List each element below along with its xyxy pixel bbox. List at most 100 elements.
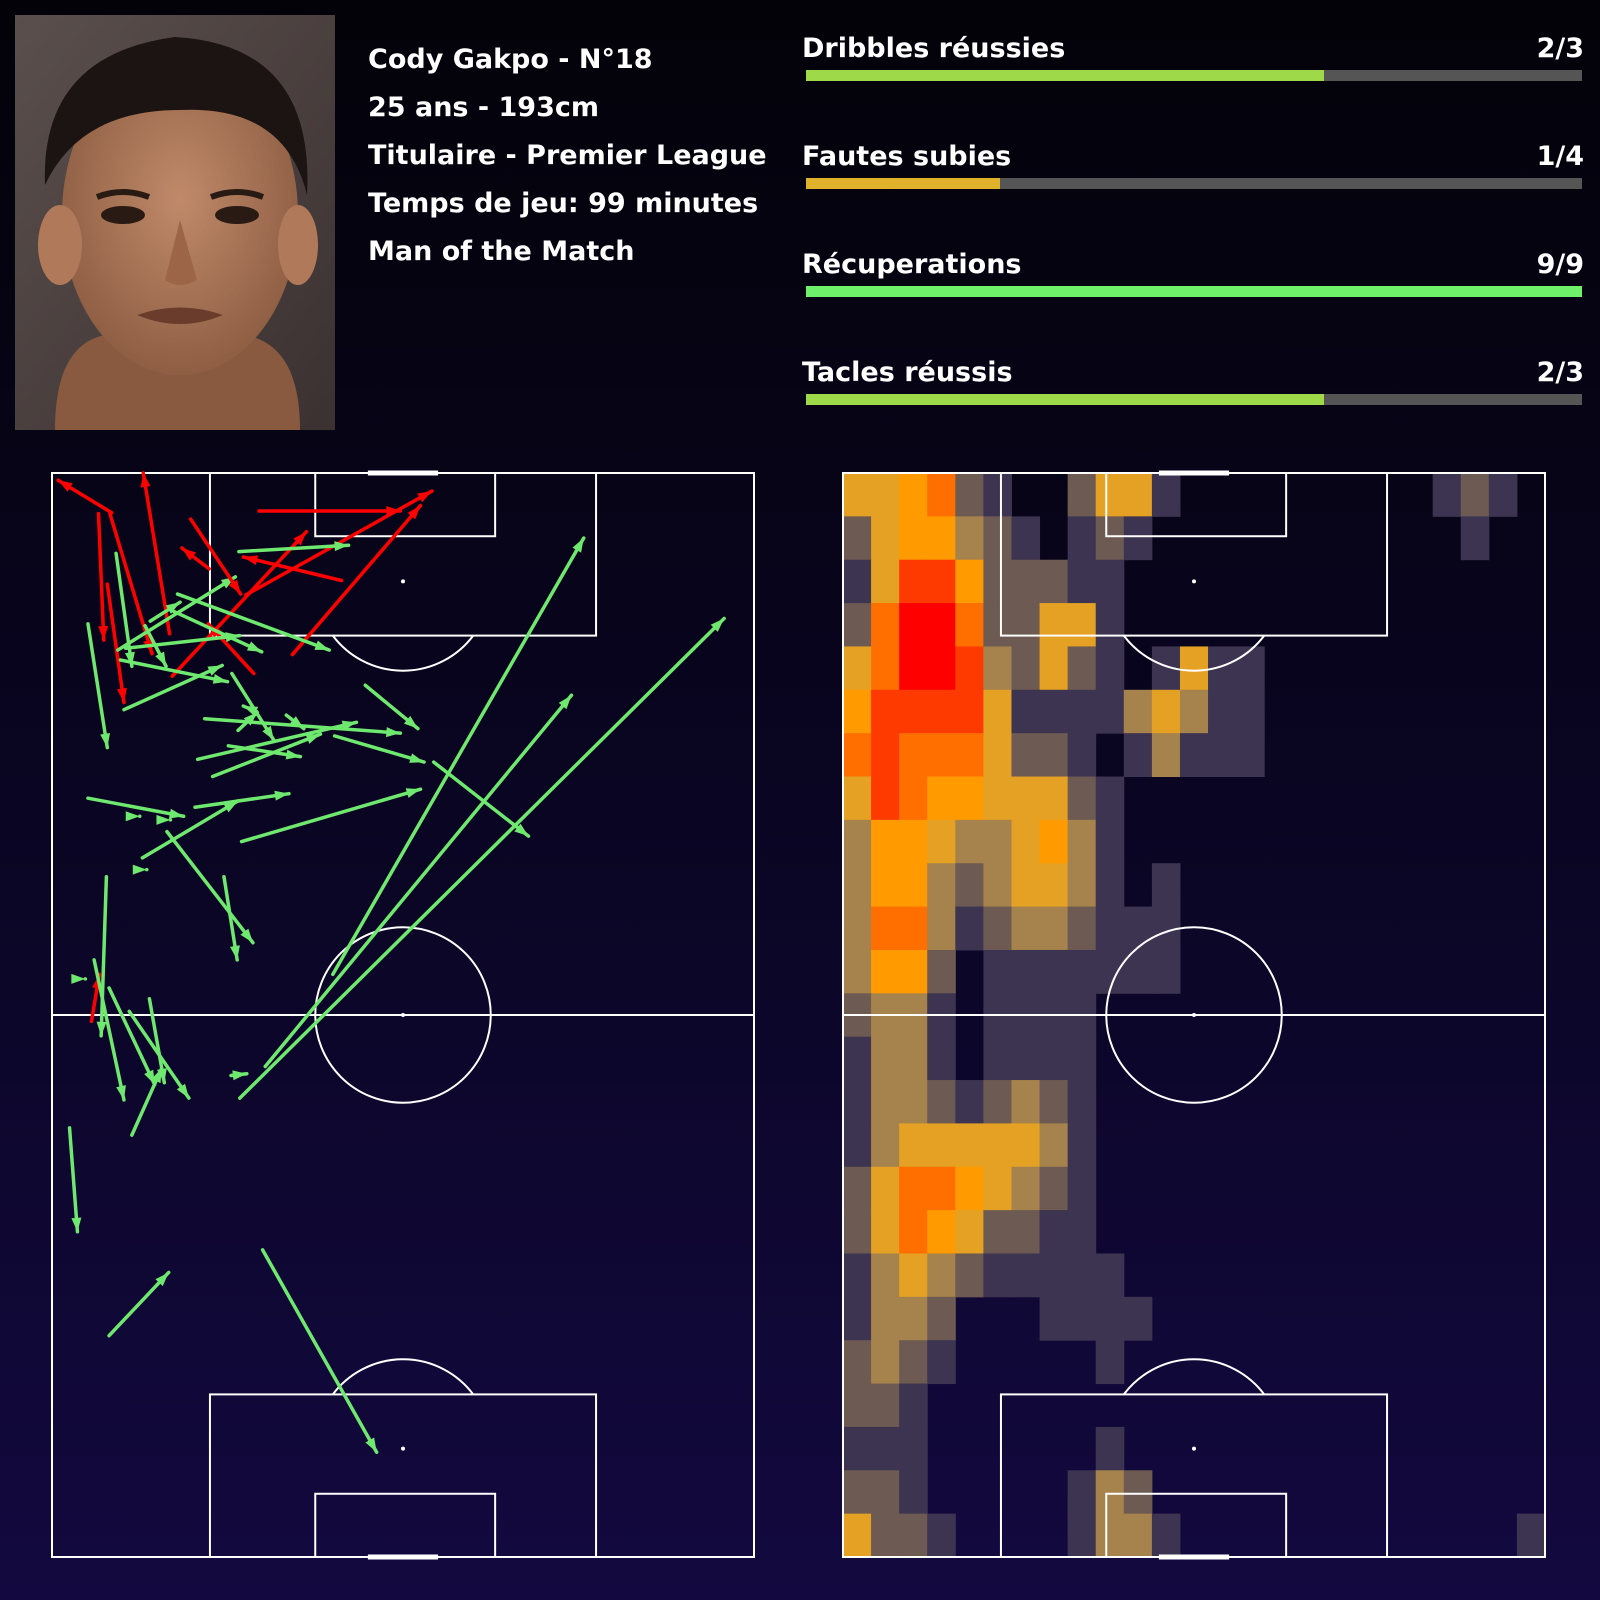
centre-spot (1192, 1013, 1196, 1017)
heatmap-cell (927, 949, 956, 994)
heatmap-cell (1208, 733, 1237, 778)
heatmap-cell (1123, 906, 1153, 951)
heatmap-cell (927, 646, 956, 691)
heatmap-cell (1011, 559, 1041, 604)
heatmap-cell (1095, 1513, 1125, 1558)
pass-successful (132, 864, 149, 875)
heatmap-cell (1151, 1513, 1181, 1558)
pass-arrowhead (403, 715, 418, 729)
heatmap-cell (871, 863, 900, 908)
heatmap-cell (1067, 516, 1097, 561)
heatmap-cell (1039, 1296, 1069, 1341)
heatmap-cell (1067, 1080, 1097, 1124)
pass-line (140, 799, 240, 860)
pass-arrowhead (132, 864, 147, 875)
heatmap-cell (843, 516, 872, 561)
heatmap-cell (843, 1383, 872, 1428)
heatmap-cell (871, 559, 900, 604)
pass-arrowhead (341, 720, 357, 731)
heatmap-cell (899, 733, 928, 778)
stat-fouls: Fautes subies 1/4 (802, 141, 1584, 201)
pass-arrowhead (228, 579, 241, 595)
player-info: Cody Gakpo - N°18 25 ans - 193cm Titulai… (368, 36, 767, 276)
pass-successful (92, 958, 126, 1102)
pass-line (331, 536, 586, 977)
heatmap-cell (1011, 1253, 1041, 1298)
heatmap-cell (1179, 733, 1209, 778)
pass-successful (107, 1270, 171, 1338)
pass-line (67, 1126, 80, 1234)
pass-successful (175, 592, 332, 652)
pass-successful (86, 622, 111, 750)
pass-failed (105, 582, 127, 705)
heatmap-cell (1095, 1426, 1125, 1471)
heatmap-cell (927, 603, 956, 647)
penalty-spot-top (401, 579, 405, 584)
pass-arrowhead (155, 1272, 169, 1287)
centre-circle (1105, 926, 1283, 1104)
pass-line (222, 875, 239, 962)
stat-bar-track (806, 70, 1582, 81)
heatmap-cell (871, 689, 900, 734)
heatmap-cell (983, 819, 1012, 864)
heatmap-cell (871, 1123, 900, 1168)
heatmap-cell (843, 1513, 872, 1558)
heatmap-cell (843, 1296, 872, 1341)
pass-line (238, 616, 726, 1100)
pass-arrowhead (232, 1070, 247, 1081)
heatmap-cell (1095, 1253, 1125, 1298)
player-portrait (15, 15, 335, 430)
heatmap-cell (871, 1166, 900, 1211)
heatmap-cell (899, 819, 928, 864)
heatmap-cell (1011, 863, 1041, 908)
pass-arrowhead (181, 547, 197, 561)
pass-line (118, 658, 230, 684)
stat-recoveries: Récuperations 9/9 (802, 249, 1584, 309)
pass-successful (210, 732, 323, 779)
pass-successful (125, 811, 142, 822)
stat-bar-track (806, 178, 1582, 189)
heatmap-cell (983, 1166, 1012, 1211)
heatmap-cell (899, 1210, 928, 1254)
heatmap-cell (1011, 776, 1041, 821)
heatmap-cell (927, 1513, 956, 1558)
heatmap-cell (899, 1470, 928, 1515)
pass-line (107, 1270, 171, 1338)
pass-arrowhead (710, 618, 725, 632)
penalty-arc-top (332, 634, 474, 672)
heatmap-cell (871, 776, 900, 821)
heatmap-cell (1011, 516, 1041, 561)
pass-map (56, 471, 726, 1454)
centre-spot (401, 1013, 405, 1017)
stat-value: 1/4 (1536, 141, 1584, 172)
heatmap-cell (983, 1036, 1012, 1081)
heatmap-cell (899, 906, 928, 951)
heatmap-cell (1460, 516, 1490, 561)
heatmap-cell (1095, 1470, 1125, 1515)
heatmap-cell (955, 1080, 984, 1124)
pass-successful (156, 814, 173, 825)
pass-successful (263, 693, 574, 1069)
heatmap-cell (1011, 819, 1041, 864)
stat-bar-track (806, 286, 1582, 297)
heatmap-cell (899, 1340, 928, 1385)
pass-arrowhead (230, 945, 240, 960)
pass-line (122, 663, 224, 712)
heatmap-cell (927, 516, 956, 561)
heatmap-cell (899, 1166, 928, 1211)
pass-arrowhead (168, 808, 184, 819)
pass-successful (67, 1126, 82, 1234)
heatmap-cell (1236, 733, 1265, 778)
stat-tackles: Tacles réussis 2/3 (802, 357, 1584, 417)
stat-label: Dribbles réussies (802, 33, 1066, 64)
heatmap-cell (899, 689, 928, 734)
heatmap-cell (1095, 473, 1125, 517)
pass-arrowhead (409, 753, 425, 763)
heatmap-cell (899, 1513, 928, 1558)
heatmap-cell (871, 473, 900, 517)
penalty-box-bottom (999, 1393, 1389, 1559)
pass-line (175, 592, 332, 652)
heatmap-cell (843, 473, 872, 517)
stat-bar-fill (806, 394, 1324, 405)
pass-arrowhead (262, 725, 275, 741)
